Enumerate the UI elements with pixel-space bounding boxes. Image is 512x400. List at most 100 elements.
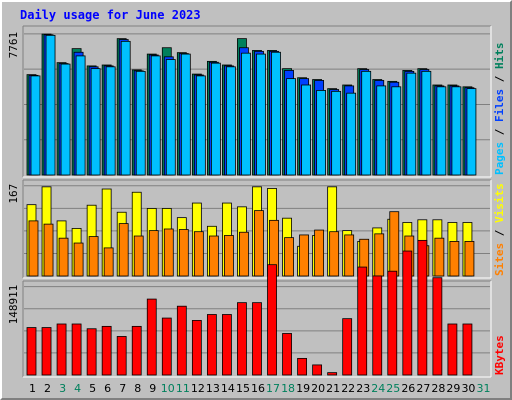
legend-top: Pages / Files / Hits (493, 43, 506, 176)
legend-item-files: Files (493, 89, 506, 122)
bar-pages-day-11 (180, 53, 191, 176)
x-tick-label-day-31: 31 (476, 382, 490, 395)
bar-kbytes-day-30 (462, 323, 473, 376)
bar-kbytes-day-9 (146, 298, 157, 376)
bar-sites-day-30 (464, 241, 475, 277)
x-tick-label-day-3: 3 (59, 382, 66, 395)
bar-pages-day-14 (226, 66, 236, 176)
x-tick-label-day-12: 12 (191, 382, 205, 395)
x-tick-label-day-30: 30 (461, 382, 475, 395)
x-tick-label-day-21: 21 (326, 382, 340, 395)
bar-sites-day-14 (224, 235, 234, 277)
bar-sites-day-4 (73, 242, 84, 277)
bar-kbytes-day-14 (222, 314, 232, 376)
bar-pages-day-22 (346, 92, 357, 176)
x-tick-label-day-25: 25 (386, 382, 400, 395)
bar-pages-day-28 (436, 86, 447, 176)
bar-pages-day-10 (165, 59, 176, 176)
bar-kbytes-day-20 (312, 364, 323, 376)
bar-pages-day-15 (241, 52, 251, 176)
bar-kbytes-day-28 (432, 277, 443, 376)
legend-separator: / (493, 223, 506, 243)
bar-kbytes-day-3 (56, 323, 67, 376)
bar-sites-day-28 (434, 237, 445, 277)
bar-sites-day-16 (254, 210, 264, 277)
bar-kbytes-day-29 (447, 323, 458, 376)
bar-sites-day-6 (103, 247, 114, 277)
bar-sites-day-11 (178, 229, 189, 277)
bar-sites-day-5 (88, 236, 99, 277)
x-tick-label-day-22: 22 (341, 382, 355, 395)
x-tick-label-day-28: 28 (431, 382, 445, 395)
bar-pages-day-20 (316, 90, 327, 176)
bar-kbytes-day-12 (191, 320, 202, 376)
bar-pages-day-24 (376, 85, 387, 176)
bar-kbytes-day-4 (71, 323, 82, 376)
legend-separator: / (493, 69, 506, 89)
x-tick-label-day-2: 2 (44, 382, 51, 395)
x-tick-label-day-10: 10 (161, 382, 175, 395)
x-tick-label-day-24: 24 (371, 382, 385, 395)
bar-kbytes-day-17 (267, 264, 277, 376)
bar-sites-day-24 (374, 233, 385, 277)
bar-pages-day-30 (466, 88, 477, 176)
x-tick-label-day-14: 14 (221, 382, 235, 395)
legend-middle: Sites / Visits (493, 183, 506, 276)
x-tick-label-day-23: 23 (356, 382, 370, 395)
bar-kbytes-day-5 (86, 328, 97, 376)
x-tick-label-day-1: 1 (29, 382, 36, 395)
bar-sites-day-9 (148, 230, 159, 277)
bar-pages-day-7 (120, 40, 131, 176)
legend-item-visits: Visits (493, 183, 506, 223)
bar-pages-day-27 (421, 70, 432, 176)
bar-sites-day-3 (58, 237, 69, 277)
bar-pages-day-5 (90, 68, 101, 176)
bar-pages-day-2 (45, 34, 56, 176)
bar-sites-day-13 (208, 235, 219, 277)
bar-pages-day-25 (391, 86, 402, 176)
bar-sites-day-1 (28, 220, 39, 277)
bar-kbytes-day-23 (357, 266, 368, 376)
bar-kbytes-day-22 (342, 318, 353, 376)
y-max-label: 7761 (7, 32, 20, 58)
x-tick-label-day-9: 9 (149, 382, 156, 395)
x-tick-label-day-20: 20 (311, 382, 325, 395)
panel-bottom: 148911 KBytes (7, 239, 506, 378)
bar-pages-day-13 (210, 62, 221, 176)
x-tick-label-day-13: 13 (206, 382, 220, 395)
legend-bottom: KBytes (493, 335, 506, 375)
y-max-label: 167 (7, 184, 20, 204)
bar-kbytes-day-19 (297, 357, 307, 376)
bar-sites-day-12 (193, 231, 204, 277)
x-tick-label-day-18: 18 (281, 382, 295, 395)
bar-pages-day-9 (150, 55, 161, 176)
x-tick-label-day-5: 5 (89, 382, 96, 395)
bar-sites-day-8 (133, 235, 144, 277)
x-axis-labels: 1 2 3 4 5 6 7 8 9 10 11 12 13 14 15 16 17 18 19 20 21 22 23 24 2… (29, 382, 490, 395)
legend-item-hits: Hits (493, 43, 506, 70)
bar-pages-day-3 (60, 63, 71, 176)
x-tick-label-day-19: 19 (296, 382, 310, 395)
bar-pages-day-26 (406, 72, 417, 176)
bar-kbytes-day-21 (327, 372, 338, 376)
bar-sites-day-25 (389, 211, 400, 277)
x-tick-label-day-29: 29 (446, 382, 460, 395)
bar-pages-day-29 (451, 86, 462, 176)
bar-kbytes-day-11 (176, 305, 187, 376)
x-tick-label-day-17: 17 (266, 382, 280, 395)
bar-kbytes-day-24 (372, 275, 383, 376)
bar-pages-day-21 (331, 90, 342, 176)
bar-pages-day-18 (286, 78, 296, 176)
bar-pages-day-12 (195, 75, 206, 176)
bar-pages-day-19 (301, 84, 311, 176)
bar-sites-day-18 (284, 237, 294, 277)
x-tick-label-day-26: 26 (401, 382, 415, 395)
bar-sites-day-21 (329, 231, 340, 277)
bar-pages-day-1 (30, 75, 41, 176)
y-max-label: 148911 (7, 285, 20, 325)
bar-kbytes-day-1 (26, 327, 37, 376)
bar-sites-day-2 (43, 223, 54, 277)
legend-item-sites: Sites (493, 243, 506, 276)
x-tick-label-day-7: 7 (119, 382, 126, 395)
